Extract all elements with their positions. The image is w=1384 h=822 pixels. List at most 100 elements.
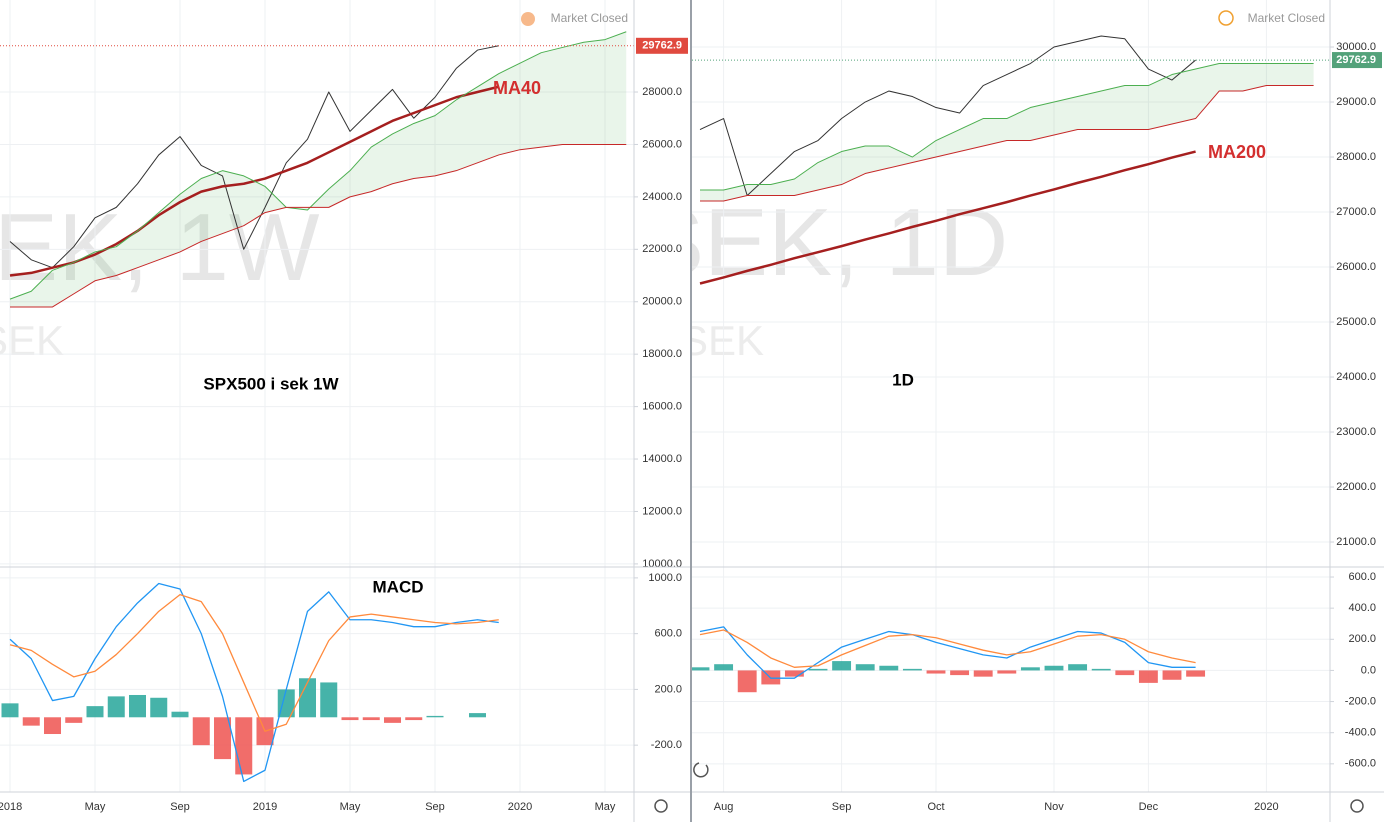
y-tick-label: -600.0 (1345, 758, 1376, 770)
plot-area (9, 31, 627, 308)
histogram-bar (714, 664, 734, 671)
status-icon (1218, 10, 1234, 26)
histogram-bar (973, 670, 993, 677)
histogram-bar (22, 717, 40, 726)
y-tick-label: 200.0 (654, 683, 682, 695)
y-tick-label: 0.0 (1361, 664, 1376, 676)
y-tick-label: 1000.0 (648, 572, 682, 584)
macd-line (9, 582, 499, 783)
histogram-bar (299, 678, 316, 718)
histogram-bar (737, 670, 757, 693)
series-line (9, 31, 627, 300)
y-tick-label: 20000.0 (642, 296, 682, 308)
x-tick-label: Aug (714, 801, 734, 813)
histogram-bar (150, 697, 168, 718)
x-tick-label: 2020 (508, 801, 532, 813)
histogram-bar (426, 715, 444, 718)
macd-line (699, 629, 1196, 668)
y-tick-label: -400.0 (1345, 727, 1376, 739)
y-tick-label: -200.0 (651, 739, 682, 751)
histogram-bar (171, 711, 189, 718)
y-tick-label: 26000.0 (1336, 261, 1376, 273)
histogram-bar (1020, 667, 1040, 671)
macd-title: MACD (373, 577, 424, 596)
histogram-bar (1186, 670, 1206, 677)
macd-line (699, 626, 1196, 679)
x-tick-label: 2019 (253, 801, 277, 813)
x-tick-label: Sep (170, 801, 190, 813)
y-tick-label: -200.0 (1345, 695, 1376, 707)
y-tick-label: 600.0 (654, 628, 682, 640)
histogram-bar (320, 682, 338, 718)
y-tick-label: 28000.0 (1336, 151, 1376, 163)
y-tick-label: 400.0 (1348, 602, 1376, 614)
reset-button[interactable] (693, 762, 709, 778)
histogram-bar (277, 689, 295, 718)
y-tick-label: 23000.0 (1336, 426, 1376, 438)
histogram-bar (107, 696, 125, 718)
histogram-bar (690, 667, 710, 671)
last-price-badge (636, 37, 688, 54)
histogram-bar (469, 713, 486, 718)
histogram-bar (362, 717, 380, 721)
histogram-bar (997, 670, 1017, 674)
y-tick-label: 200.0 (1348, 633, 1376, 645)
y-tick-label: 24000.0 (642, 191, 682, 203)
series-line (700, 85, 1314, 202)
histogram-bar (384, 717, 401, 723)
x-tick-label: Nov (1044, 801, 1064, 813)
series-line (10, 143, 627, 308)
status-icon (521, 12, 535, 26)
histogram-bar (341, 717, 359, 721)
series-line (700, 63, 1314, 191)
histogram-bar (1068, 664, 1088, 671)
x-tick-label: 2020 (1254, 801, 1278, 813)
y-tick-label: 30000.0 (1336, 41, 1376, 53)
histogram-bar (1091, 668, 1111, 671)
histogram-bar (926, 670, 946, 674)
histogram-bar (784, 670, 804, 677)
histogram-bar (214, 717, 231, 760)
x-tick-label: Sep (832, 801, 852, 813)
histogram-bar (1162, 670, 1182, 680)
histogram-bar (129, 694, 146, 718)
histogram-bar (1138, 670, 1158, 683)
last-price-label: 29762.9 (1336, 54, 1376, 66)
histogram-bar (855, 664, 875, 671)
watermark-sub: SEK (680, 317, 764, 364)
y-tick-label: 18000.0 (642, 348, 682, 360)
y-tick-label: 24000.0 (1336, 371, 1376, 383)
y-tick-label: 12000.0 (642, 505, 682, 517)
histogram-bar (1, 703, 19, 718)
y-tick-label: 26000.0 (642, 138, 682, 150)
y-tick-label: 25000.0 (1336, 316, 1376, 328)
y-tick-label: 21000.0 (1336, 536, 1376, 548)
annotation: SPX500 i sek 1W (203, 374, 339, 393)
y-tick-label: 22000.0 (1336, 481, 1376, 493)
histogram-bar (808, 668, 828, 671)
histogram-bar (65, 717, 83, 723)
histogram-bar (832, 661, 852, 671)
x-tick-label: May (595, 801, 616, 813)
histogram-bar (86, 706, 104, 718)
y-tick-label: 16000.0 (642, 401, 682, 413)
histogram-bar (950, 670, 970, 676)
series-line (699, 35, 1196, 197)
settings-button[interactable] (654, 799, 668, 813)
settings-button[interactable] (1350, 799, 1364, 813)
annotation: 1D (892, 370, 914, 389)
y-tick-label: 10000.0 (642, 558, 682, 570)
histogram-bar (902, 668, 922, 671)
histogram-bar (1115, 670, 1135, 676)
y-tick-label: 27000.0 (1336, 206, 1376, 218)
cloud-fill (700, 63, 1314, 202)
status: Market Closed (551, 11, 628, 25)
series-line (9, 45, 499, 269)
x-tick-label: Sep (425, 801, 445, 813)
histogram-bar (192, 717, 210, 746)
watermark-sub: SEK (0, 317, 64, 364)
histogram-bar (44, 717, 61, 735)
y-tick-label: 600.0 (1348, 571, 1376, 583)
